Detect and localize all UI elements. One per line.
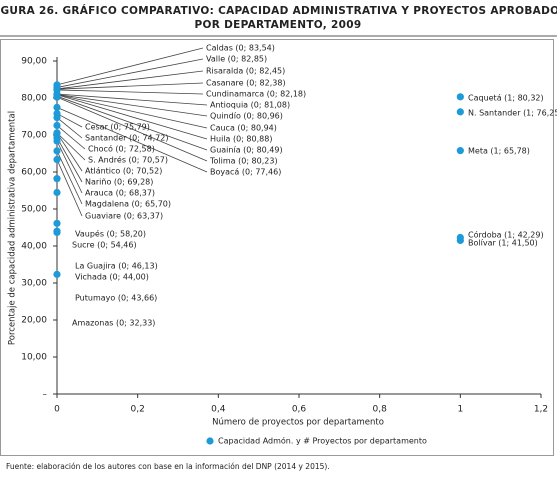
data-label: Valle (0; 82,85): [206, 55, 267, 64]
x-tick-label: 0: [54, 405, 60, 415]
x-tick-label: 0,6: [292, 405, 307, 415]
point: [53, 103, 61, 111]
leader-line: [56, 94, 208, 117]
leader-line: [56, 150, 83, 205]
leader-line: [56, 70, 204, 90]
x-tick-label: 0,4: [211, 405, 226, 415]
data-label: Amazonas (0; 32,33): [72, 319, 155, 328]
legend-label: Capacidad Admón. y # Proyectos por depar…: [218, 436, 427, 446]
data-label: Sucre (0; 54,46): [72, 241, 137, 250]
chart-title: FIGURA 26. GRÁFICO COMPARATIVO: CAPACIDA…: [0, 4, 557, 17]
data-label: Cesar (0; 75,79): [85, 123, 150, 132]
point: [456, 236, 464, 245]
leader-line: [56, 96, 208, 162]
leader-line: [56, 132, 86, 161]
leader-line: [56, 159, 83, 217]
y-tick-label: 60,00: [21, 168, 47, 178]
x-tick-label: 0,2: [131, 405, 145, 415]
legend-marker: [206, 437, 214, 445]
y-tick-label: 90,00: [21, 57, 47, 67]
point: [53, 219, 61, 227]
x-tick-label: 1,2: [534, 405, 548, 415]
data-label: Caquetá (1; 80,32): [468, 94, 544, 103]
data-label: Santander (0; 74,72): [85, 134, 168, 143]
chart-title: POR DEPARTAMENTO, 2009: [195, 19, 362, 31]
point: [456, 147, 464, 155]
x-tick-label: 1: [457, 405, 463, 415]
data-label: Huila (0; 80,88): [210, 135, 272, 144]
data-label: Antioquia (0; 81,08): [210, 101, 290, 110]
data-label: Risaralda (0; 82,45): [206, 67, 285, 76]
point: [53, 175, 61, 183]
data-label: Boyacá (0; 77,46): [210, 168, 281, 177]
point: [53, 270, 61, 278]
data-label: Vichada (0; 44,00): [75, 273, 149, 282]
point: [456, 108, 464, 116]
data-label: Tolima (0; 80,23): [209, 157, 278, 166]
x-tick-label: 0,8: [373, 405, 388, 415]
data-label: Meta (1; 65,78): [468, 147, 530, 156]
y-axis-title: Porcentaje de capacidad administrativa d…: [8, 111, 18, 345]
data-label: Arauca (0; 68,37): [85, 189, 155, 198]
y-tick-label: 30,00: [21, 279, 47, 289]
y-tick-label: 40,00: [21, 242, 47, 252]
y-tick-label: 10,00: [21, 353, 47, 363]
leader-line: [56, 95, 208, 151]
point: [53, 137, 61, 145]
data-label: Guaviare (0; 63,37): [85, 212, 163, 221]
point: [53, 121, 61, 130]
data-label: S. Andrés (0; 70,57): [88, 155, 168, 165]
leader-line: [56, 137, 83, 183]
data-label: Casanare (0; 82,38): [206, 79, 286, 88]
leader-line: [56, 132, 83, 172]
x-axis-title: Número de proyectos por departamento: [212, 418, 384, 428]
leader-line: [56, 58, 204, 88]
point: [456, 93, 464, 101]
leader-line: [56, 47, 204, 86]
data-label: Magdalena (0; 65,70): [85, 200, 171, 209]
data-label: Caldas (0; 83,54): [206, 44, 275, 53]
data-label: Córdoba (1; 42,29): [468, 230, 544, 240]
chart-frame: [0, 39, 554, 456]
y-tick-label: –: [43, 390, 48, 400]
data-label: Chocó (0; 72,58): [88, 144, 155, 154]
leader-line: [56, 82, 204, 90]
leader-line: [56, 113, 83, 128]
leader-line: [56, 125, 86, 150]
point: [53, 188, 61, 197]
leader-line: [56, 93, 208, 106]
leader-line: [56, 94, 208, 129]
y-tick-label: 50,00: [21, 205, 47, 215]
point: [53, 113, 61, 122]
leader-line: [56, 94, 208, 140]
y-tick-label: 70,00: [21, 131, 47, 141]
point: [53, 93, 61, 101]
point: [53, 147, 61, 155]
point: [53, 228, 61, 237]
leader-line: [56, 89, 204, 95]
data-label: Vaupés (0; 58,20): [75, 229, 146, 239]
data-label: La Guajira (0; 46,13): [75, 262, 158, 271]
leader-line: [56, 107, 208, 173]
y-tick-label: 20,00: [21, 316, 47, 326]
data-label: Cauca (0; 80,94): [210, 124, 277, 133]
data-label: N. Santander (1; 76,25): [468, 109, 557, 118]
data-label: Guainía (0; 80,49): [210, 146, 283, 155]
leader-line: [56, 117, 83, 139]
data-label: Nariño (0; 69,28): [85, 178, 153, 187]
point: [53, 155, 61, 164]
data-label: Quindío (0; 80,96): [210, 112, 283, 121]
leader-line: [56, 140, 83, 194]
data-label: Putumayo (0; 43,66): [75, 294, 157, 303]
data-label: Atlántico (0; 70,52): [85, 167, 162, 176]
source-note: Fuente: elaboración de los autores con b…: [6, 462, 330, 471]
data-label: Cundinamarca (0; 82,18): [206, 90, 306, 99]
data-label: Bolívar (1; 41,50): [468, 239, 538, 248]
y-tick-label: 80,00: [21, 94, 47, 104]
